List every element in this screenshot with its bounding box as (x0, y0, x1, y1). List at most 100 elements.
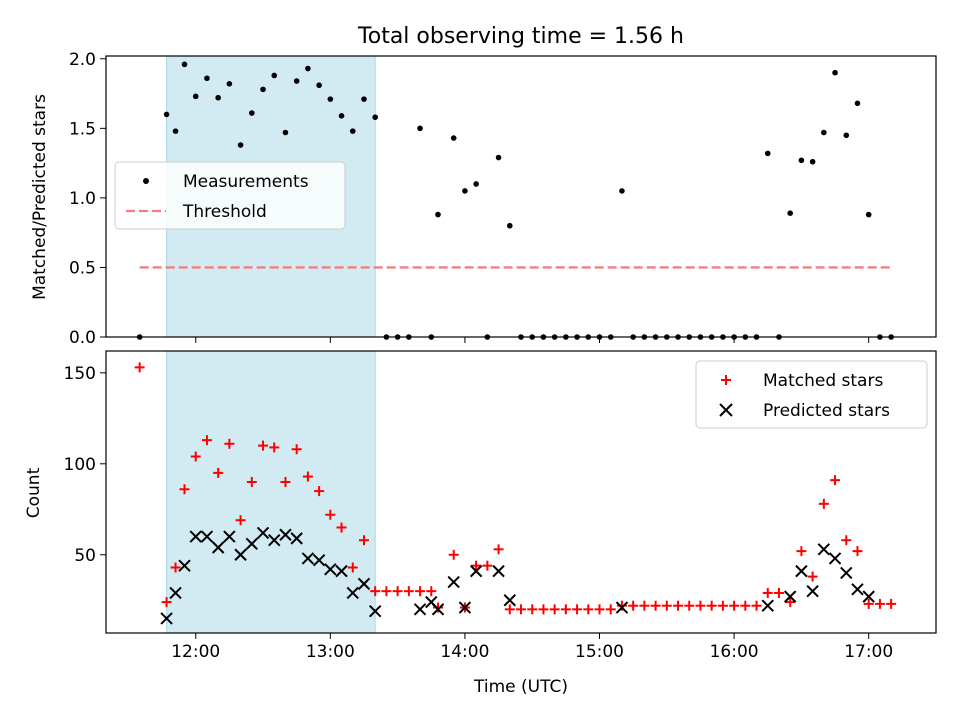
matched-star-point (392, 586, 403, 597)
cross-b (761, 599, 774, 612)
cross-b (245, 537, 259, 551)
predicted-stars-points (160, 526, 875, 625)
y-tick-label: 1.5 (69, 119, 96, 139)
predicted-star-point (469, 564, 483, 578)
cross-b (169, 586, 182, 600)
matched-star-point (516, 604, 526, 615)
measurement-point (462, 188, 468, 194)
matched-star-point (527, 604, 538, 615)
y-tick-label: 0.5 (69, 258, 96, 278)
legend-threshold-label: Threshold (182, 202, 267, 222)
measurement-point (163, 111, 170, 118)
measurement-point (327, 96, 334, 102)
matched-star-point (325, 509, 336, 520)
matched-star-point (818, 498, 829, 509)
matched-star-point (695, 600, 706, 611)
cross-b (783, 590, 797, 603)
measurement-point (271, 72, 278, 79)
matched-star-point (706, 600, 717, 611)
predicted-star-point (324, 563, 337, 576)
bottom-ylabel: Count (24, 467, 44, 518)
predicted-star-point (458, 601, 472, 614)
matched-star-point (213, 467, 224, 478)
axes-frame (105, 350, 937, 634)
cross-b (458, 601, 472, 614)
cross-b (335, 564, 348, 578)
cross-b (160, 612, 173, 625)
cross-b (211, 541, 225, 554)
legend-predicted-label: Predicted stars (763, 401, 890, 421)
matched-star-point (471, 560, 482, 571)
predicted-star-point (169, 586, 182, 600)
matched-star-point (773, 587, 784, 598)
cross-b (256, 526, 270, 540)
matched-star-point (740, 600, 751, 611)
x-tick-label: 15:00 (575, 642, 624, 662)
axes-frame (105, 55, 937, 338)
matched-star-point (493, 544, 504, 555)
predicted-star-point (615, 601, 629, 614)
measurement-point (338, 113, 345, 119)
top-panel: 0.00.51.01.52.0 Matched/Predicted stars … (30, 50, 937, 348)
cross-b (615, 601, 629, 614)
predicted-star-point (256, 526, 270, 540)
matched-star-point (190, 451, 201, 462)
matched-star-point (560, 604, 571, 615)
cross-b (840, 566, 853, 580)
x-tick-label: 12:00 (171, 642, 220, 662)
predicted-star-point (234, 548, 247, 561)
measurement-point (260, 86, 266, 93)
matched-star-point (280, 476, 291, 487)
measurement-point (316, 82, 322, 89)
matched-star-point (302, 471, 313, 482)
y-tick-label: 150 (64, 364, 96, 384)
measurement-point (821, 129, 827, 136)
measurement-point (237, 142, 244, 148)
matched-star-point (830, 475, 841, 486)
matched-star-point (415, 586, 426, 597)
predicted-star-point (447, 575, 460, 589)
measurement-point (495, 154, 502, 161)
matched-star-point (235, 515, 246, 526)
measurement-point (506, 222, 513, 229)
matched-star-point (336, 522, 347, 533)
matched-star-point (684, 600, 695, 611)
measurement-point (843, 132, 850, 139)
measurement-point (181, 61, 188, 68)
matched-star-point (504, 604, 515, 615)
cross-b (492, 564, 505, 578)
matched-star-point (807, 571, 818, 582)
matched-star-point (448, 549, 459, 560)
predicted-star-point (268, 534, 281, 547)
measurement-point (865, 211, 872, 218)
measurement-point (809, 158, 816, 165)
cross-b (189, 530, 202, 543)
cross-b (301, 552, 315, 565)
predicted-star-point (795, 564, 808, 578)
predicted-star-point (503, 594, 516, 607)
cross-b (469, 564, 483, 578)
predicted-star-point (335, 564, 348, 578)
legend-measurements-marker (143, 178, 149, 184)
cross-b (828, 552, 842, 565)
predicted-star-point (178, 559, 191, 572)
measurement-point (798, 157, 805, 164)
measurement-point (226, 81, 233, 87)
matched-star-point (785, 597, 796, 608)
cross-b (503, 594, 516, 607)
matched-star-point (549, 604, 560, 615)
legend-predicted-marker (719, 403, 733, 417)
matched-star-point (179, 484, 190, 495)
matched-star-point (717, 600, 728, 611)
legend-matched-marker (721, 375, 731, 385)
matched-star-point (852, 546, 863, 557)
cross-b (357, 577, 371, 591)
matched-star-point (572, 604, 583, 615)
matched-star-point (583, 604, 594, 615)
cross-b (290, 532, 303, 545)
measurement-point (372, 114, 378, 121)
predicted-star-point (223, 530, 236, 543)
matched-star-point (381, 586, 392, 597)
